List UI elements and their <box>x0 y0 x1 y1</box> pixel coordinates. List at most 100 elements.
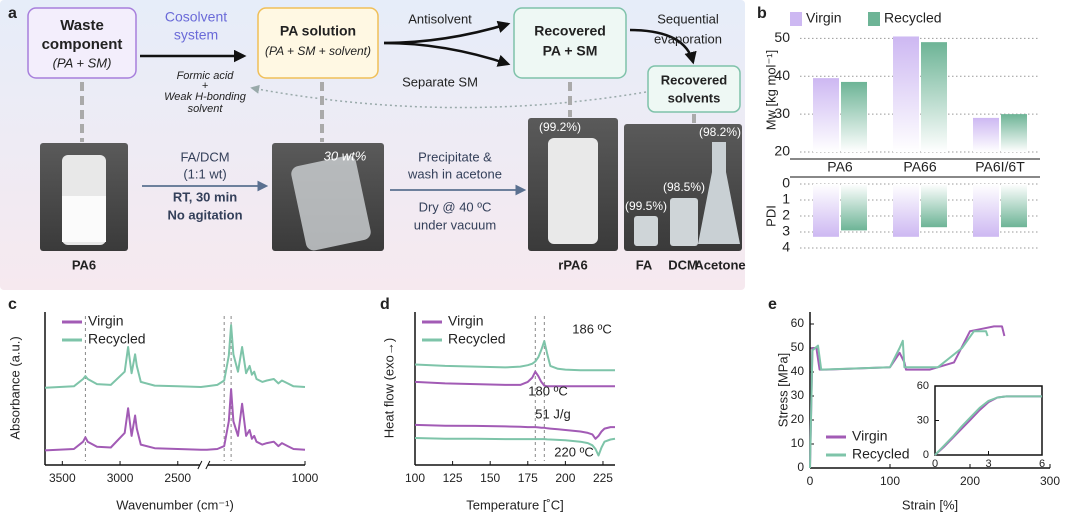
annotation: 186 ºC <box>572 321 611 336</box>
line <box>414 423 615 440</box>
line <box>44 324 306 389</box>
y-tick-label: 30 <box>774 105 790 121</box>
panel-a: Waste component (PA + SM) Cosolvent syst… <box>0 0 746 290</box>
box-text: PA + SM <box>543 43 598 59</box>
x-tick-label: 3 <box>985 458 991 470</box>
label: Dry @ 40 ºC <box>419 199 492 214</box>
line <box>809 330 989 469</box>
y-tick-label: 60 <box>917 380 929 392</box>
legend-label: Recycled <box>852 446 910 462</box>
box-text: component <box>42 36 123 53</box>
box <box>257 7 379 79</box>
photo-label: DCM <box>668 257 698 272</box>
line <box>44 388 306 452</box>
x-tick-label: 0 <box>932 458 938 470</box>
x-tick-label: 200 <box>960 474 980 488</box>
bar <box>921 42 947 152</box>
panel-label: b <box>757 5 767 22</box>
y-tick-label: 50 <box>774 29 790 45</box>
legend-swatch <box>790 12 802 26</box>
line <box>414 370 615 388</box>
box-text: Recovered <box>661 72 728 87</box>
legend-label: Recycled <box>884 10 942 26</box>
line <box>934 395 1042 456</box>
photo-note: (98.5%) <box>663 180 705 194</box>
box <box>27 7 137 79</box>
x-tick-label: 300 <box>1040 474 1060 488</box>
photos <box>40 118 742 251</box>
y-tick-label: 0 <box>797 460 804 474</box>
y-tick-label: 1 <box>782 191 790 207</box>
connectors <box>80 82 696 142</box>
y-tick-label: 3 <box>782 223 790 239</box>
photo-note: (99.5%) <box>625 199 667 213</box>
label: Cosolvent <box>165 9 227 25</box>
category-label: PA6 <box>827 159 853 175</box>
x-axis-label: Wavenumber (cm⁻¹) <box>116 497 234 512</box>
y-tick-label: 2 <box>782 207 790 223</box>
photo-label: rPA6 <box>558 257 587 272</box>
label: Precipitate & <box>418 149 492 164</box>
photo-note: (99.2%) <box>539 120 581 134</box>
panel-label: d <box>380 296 390 313</box>
x-tick-label: 175 <box>518 471 538 485</box>
x-tick-label: 1000 <box>292 471 319 485</box>
x-tick-label: 2500 <box>164 471 191 485</box>
label: Formic acid <box>177 70 235 82</box>
x-axis-label: Temperature [˚C] <box>466 497 564 512</box>
label: system <box>174 27 218 43</box>
line <box>414 340 615 372</box>
bar <box>813 78 839 152</box>
box-text: Waste <box>60 17 104 34</box>
box-text: Recovered <box>534 23 606 39</box>
photo-note: (98.2%) <box>699 125 741 139</box>
panel-label: c <box>8 296 17 313</box>
x-tick-label: 200 <box>555 471 575 485</box>
y-axis-label: Mw [kg mol⁻¹] <box>763 50 778 131</box>
label: evaporation <box>654 31 722 46</box>
label: under vacuum <box>414 217 496 232</box>
label: Weak H-bonding <box>164 91 247 103</box>
panel-label: a <box>8 5 17 22</box>
x-tick-label: 0 <box>807 474 814 488</box>
x-tick-label: 225 <box>593 471 613 485</box>
bar <box>973 184 999 237</box>
y-axis-label: Absorbance (a.u.) <box>7 336 22 439</box>
bar <box>893 184 919 237</box>
y-tick-label: 60 <box>791 316 805 330</box>
y-tick-label: 40 <box>791 364 805 378</box>
bar <box>921 184 947 228</box>
label: Antisolvent <box>408 11 472 26</box>
bar <box>973 117 999 152</box>
box-text: PA solution <box>280 23 356 39</box>
y-tick-label: 0 <box>782 175 790 191</box>
y-tick-label: 30 <box>791 388 805 402</box>
label: FA/DCM <box>180 149 229 164</box>
x-axis-label: Strain [%] <box>902 497 958 512</box>
photo-label: FA <box>636 257 653 272</box>
legend-label: Virgin <box>852 428 888 444</box>
box <box>647 65 741 113</box>
annotation: 220 ºC <box>554 444 593 459</box>
y-tick-label: 50 <box>791 340 805 354</box>
label: (1:1 wt) <box>183 166 226 181</box>
y-tick-label: 40 <box>774 67 790 83</box>
bar <box>841 81 867 152</box>
x-tick-label: 3500 <box>49 471 76 485</box>
category-label: PA6I/6T <box>975 159 1025 175</box>
bar <box>841 184 867 231</box>
label: + <box>202 80 209 92</box>
label: solvent <box>188 103 224 115</box>
label: Sequential <box>657 11 719 26</box>
legend-label: Virgin <box>448 313 484 329</box>
bar <box>1001 114 1027 152</box>
photo-label: PA6 <box>72 257 96 272</box>
label: No agitation <box>167 207 242 222</box>
arrow <box>629 28 697 65</box>
y-tick-label: 20 <box>791 412 805 426</box>
y-tick-label: 4 <box>782 239 790 255</box>
arrow <box>383 41 511 67</box>
box <box>513 7 627 79</box>
annotation: 180 ºC <box>528 383 567 398</box>
